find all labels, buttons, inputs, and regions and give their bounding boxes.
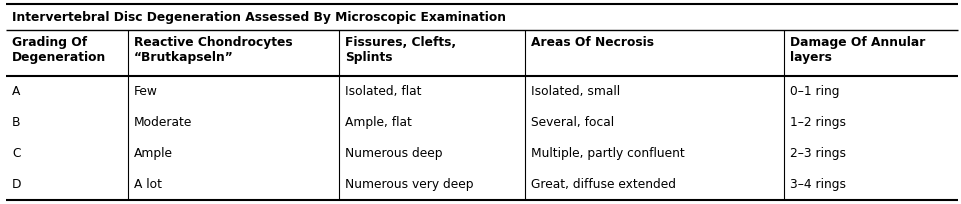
Text: D: D [12,178,21,191]
Text: Multiple, partly confluent: Multiple, partly confluent [530,147,684,160]
Text: A lot: A lot [134,178,161,191]
Text: Ample: Ample [134,147,173,160]
Text: Several, focal: Several, focal [530,116,613,129]
Text: Moderate: Moderate [134,116,192,129]
Text: 2–3 rings: 2–3 rings [789,147,845,160]
Text: Isolated, small: Isolated, small [530,85,619,98]
Text: Ample, flat: Ample, flat [345,116,411,129]
Text: A: A [12,85,20,98]
Text: Degeneration: Degeneration [12,51,106,64]
Text: Few: Few [134,85,158,98]
Text: C: C [12,147,20,160]
Text: layers: layers [789,51,831,64]
Text: Intervertebral Disc Degeneration Assessed By Microscopic Examination: Intervertebral Disc Degeneration Assesse… [12,10,505,23]
Text: Reactive Chondrocytes: Reactive Chondrocytes [134,36,292,49]
Text: “Brutkapseln”: “Brutkapseln” [134,51,234,64]
Text: Grading Of: Grading Of [12,36,87,49]
Text: Damage Of Annular: Damage Of Annular [789,36,924,49]
Text: Splints: Splints [345,51,392,64]
Text: Great, diffuse extended: Great, diffuse extended [530,178,676,191]
Text: Numerous deep: Numerous deep [345,147,442,160]
Text: B: B [12,116,20,129]
Text: Fissures, Clefts,: Fissures, Clefts, [345,36,456,49]
Text: Isolated, flat: Isolated, flat [345,85,421,98]
Text: Areas Of Necrosis: Areas Of Necrosis [530,36,653,49]
Text: 0–1 ring: 0–1 ring [789,85,838,98]
Text: 3–4 rings: 3–4 rings [789,178,845,191]
Text: Numerous very deep: Numerous very deep [345,178,473,191]
Text: 1–2 rings: 1–2 rings [789,116,845,129]
